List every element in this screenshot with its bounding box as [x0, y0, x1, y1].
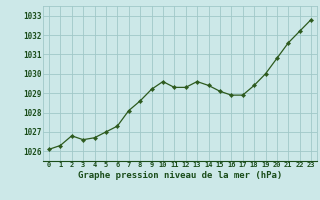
X-axis label: Graphe pression niveau de la mer (hPa): Graphe pression niveau de la mer (hPa) [78, 171, 282, 180]
